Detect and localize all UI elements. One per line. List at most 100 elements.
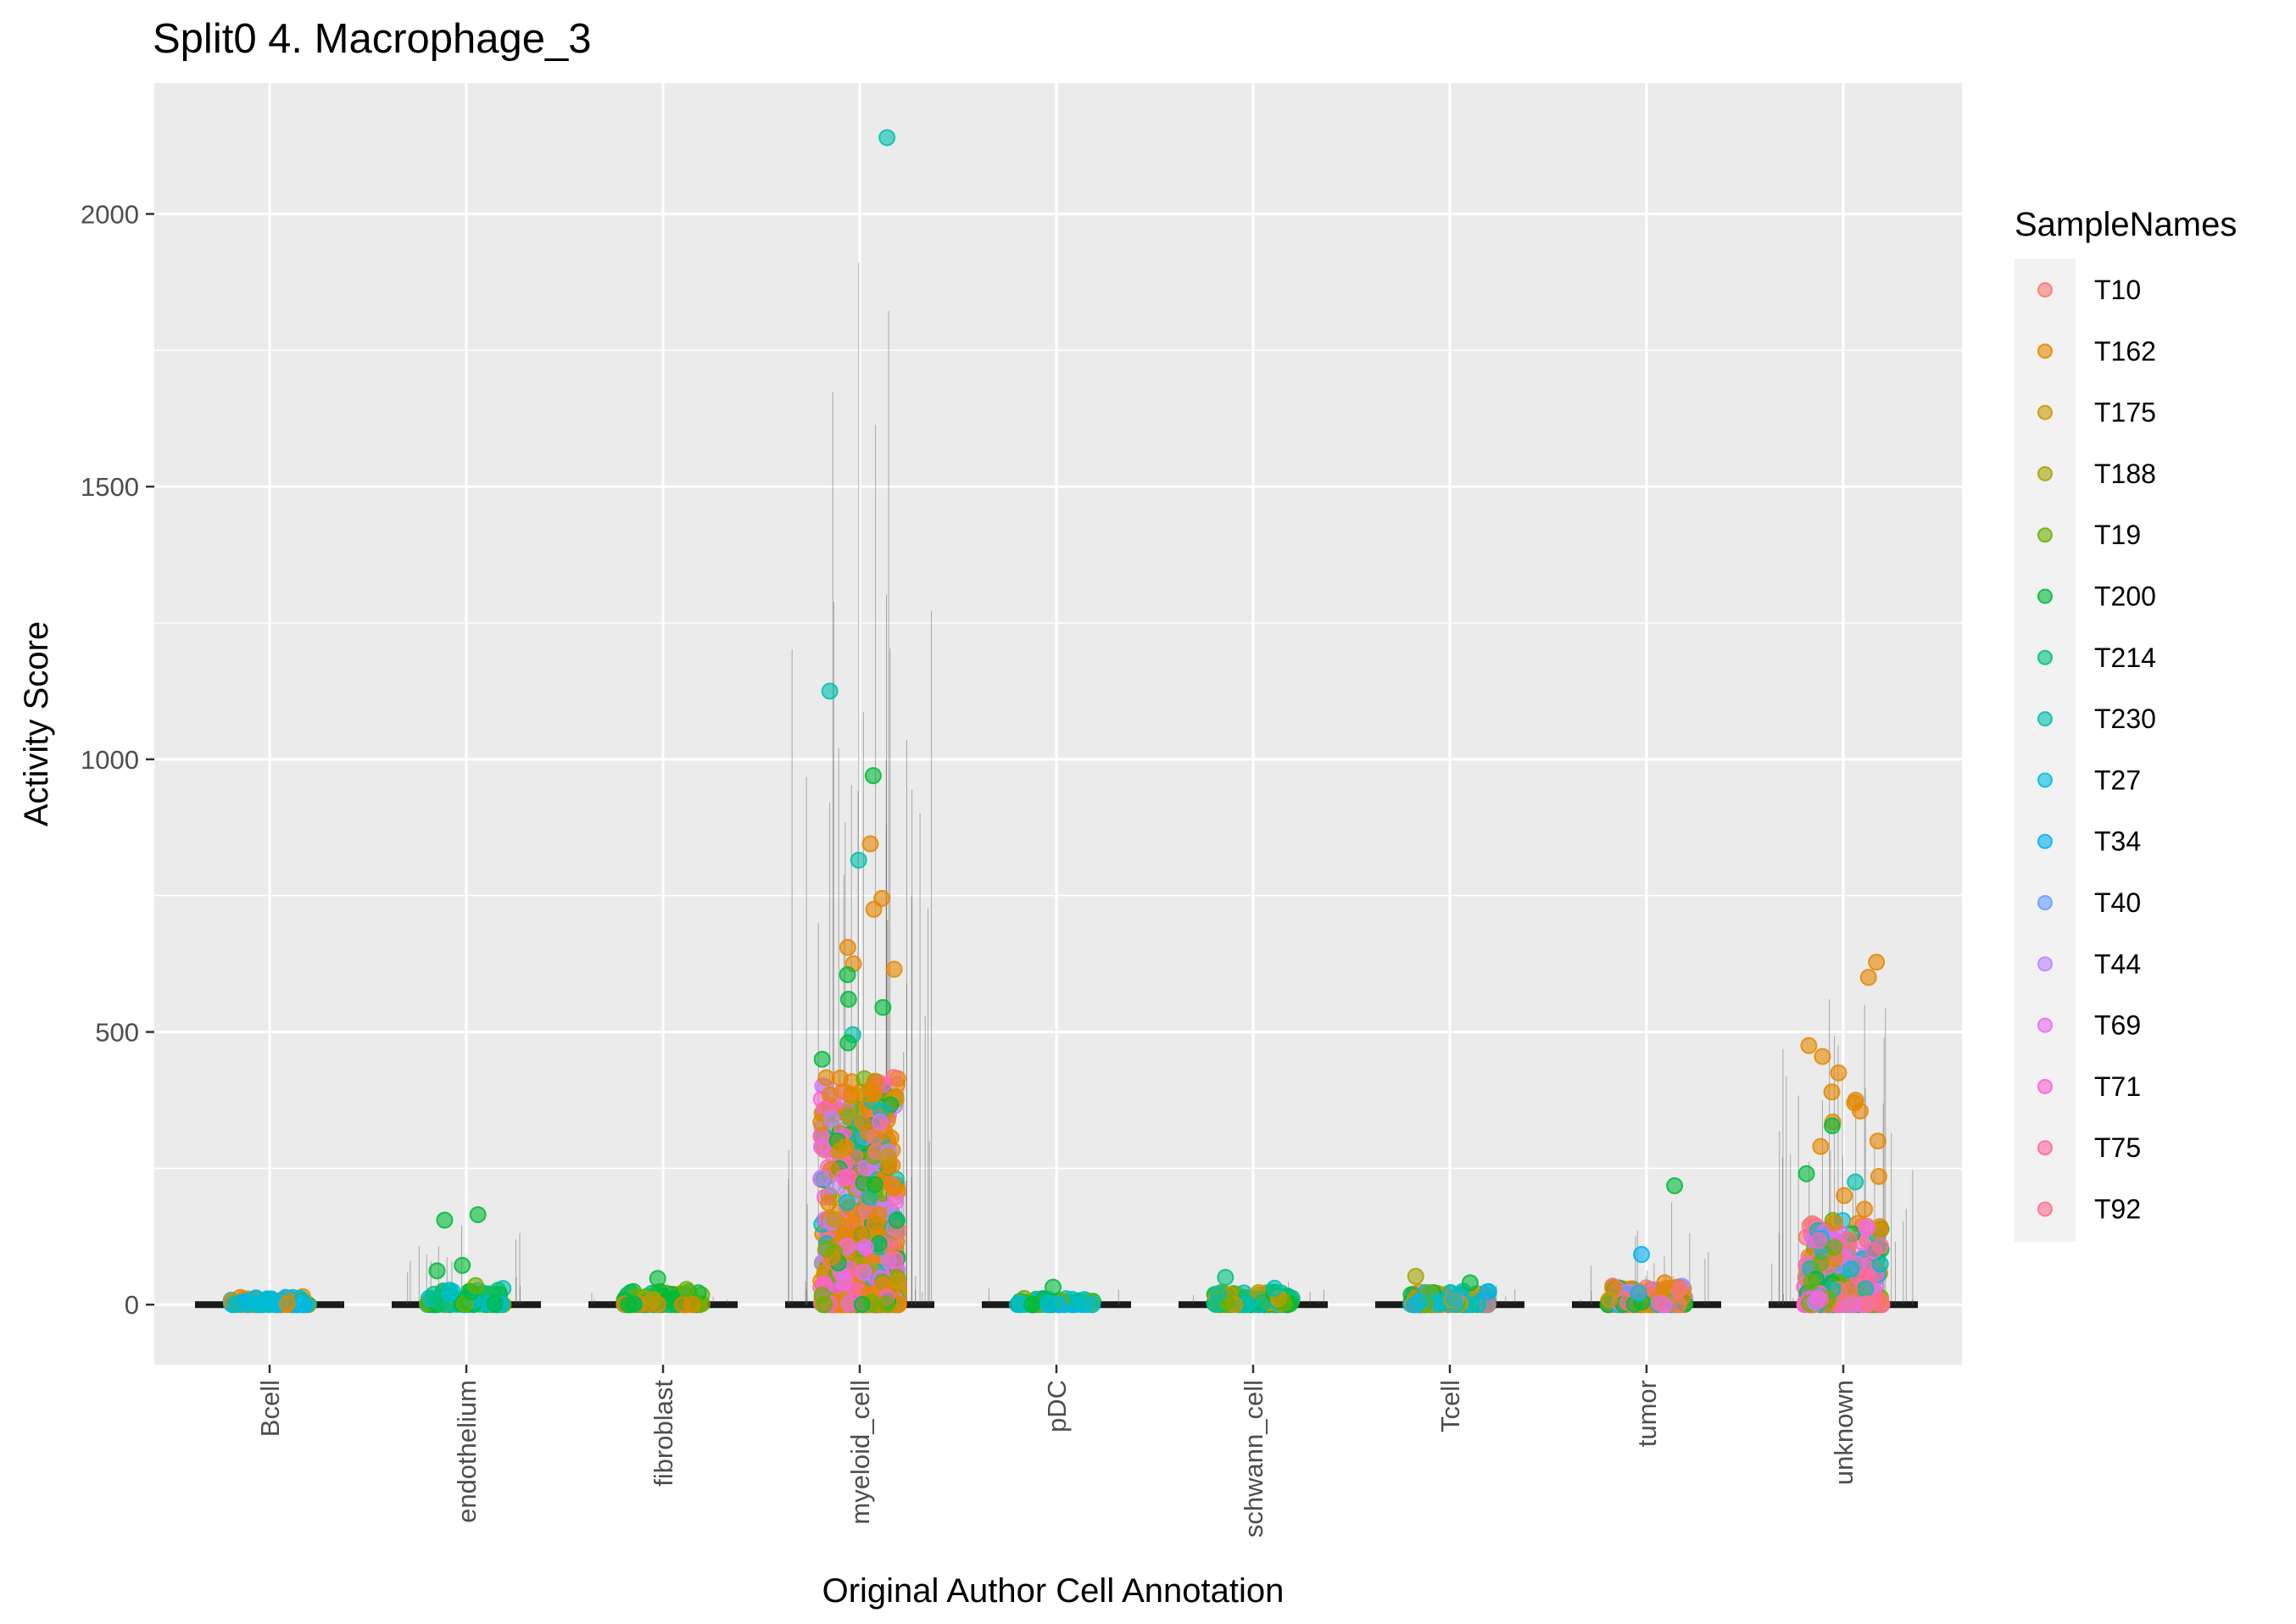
data-point	[821, 1086, 839, 1104]
data-point	[1468, 1296, 1486, 1314]
data-point	[1851, 1102, 1869, 1120]
legend-key	[2037, 772, 2053, 788]
data-point	[1871, 1237, 1889, 1254]
data-point	[879, 1148, 897, 1165]
data-point	[1868, 954, 1886, 971]
data-point	[813, 1050, 831, 1068]
data-point	[839, 938, 856, 956]
data-point	[1870, 1168, 1887, 1186]
data-point	[866, 1215, 883, 1232]
legend-label: T27	[2094, 765, 2141, 795]
data-point	[820, 1194, 838, 1212]
legend-key	[2037, 1201, 2053, 1217]
legend: SampleNames T10 T162 T175 T188 T19 T200 T214 T2…	[2015, 206, 2237, 1242]
y-tick-label: 1500	[81, 472, 139, 502]
data-point	[1857, 1280, 1875, 1298]
legend-label: T214	[2094, 642, 2156, 673]
data-point	[1446, 1289, 1463, 1307]
data-point	[644, 1291, 662, 1309]
data-point	[1826, 1214, 1844, 1232]
data-point	[1666, 1176, 1684, 1194]
x-tick-label: Bcell	[255, 1380, 285, 1437]
legend-label: T230	[2094, 704, 2156, 734]
data-point	[850, 1226, 868, 1243]
data-point	[1045, 1278, 1062, 1296]
legend-key	[2037, 895, 2053, 910]
y-tick-label: 0	[125, 1290, 139, 1320]
data-point	[812, 1138, 830, 1156]
data-point	[839, 1105, 856, 1123]
data-point	[1070, 1292, 1088, 1310]
data-point	[625, 1295, 643, 1313]
data-point	[436, 1211, 454, 1229]
data-point	[248, 1296, 266, 1314]
y-tick-label: 500	[95, 1018, 139, 1048]
data-point	[839, 965, 856, 983]
legend-key	[2037, 465, 2053, 481]
data-point	[874, 998, 892, 1016]
x-axis-label: Original Author Cell Annotation	[822, 1572, 1285, 1610]
data-point	[864, 767, 882, 785]
data-point	[885, 960, 903, 978]
legend-label: T75	[2094, 1132, 2141, 1163]
data-point	[1823, 1117, 1841, 1135]
data-point	[831, 1142, 849, 1160]
data-point	[1266, 1279, 1284, 1297]
legend-key	[2037, 1078, 2053, 1094]
legend-key	[2037, 1140, 2053, 1156]
x-tick-label: endothelium	[452, 1380, 482, 1523]
data-point	[821, 682, 839, 700]
data-point	[835, 1273, 853, 1291]
data-point	[1847, 1173, 1864, 1191]
data-point	[861, 835, 879, 853]
legend-key	[2037, 527, 2053, 543]
legend-label: T175	[2094, 398, 2156, 428]
legend-key	[2037, 588, 2053, 604]
data-point	[677, 1281, 695, 1299]
legend-label: T10	[2094, 275, 2141, 305]
data-point	[1859, 1295, 1877, 1313]
legend-label: T19	[2094, 520, 2141, 550]
data-point	[1812, 1137, 1830, 1155]
minor-gridlines	[154, 349, 1962, 1170]
data-point	[649, 1270, 666, 1288]
data-point	[469, 1206, 487, 1224]
data-point	[1601, 1291, 1619, 1309]
data-point	[1209, 1285, 1227, 1303]
plot-panel	[154, 83, 1962, 1365]
data-point	[1042, 1293, 1060, 1310]
legend-key	[2037, 282, 2053, 298]
data-point	[1825, 1238, 1843, 1256]
data-point	[853, 1296, 871, 1314]
x-axis: Bcell endothelium fibroblast myeloid_cell pD…	[255, 1365, 1859, 1538]
data-point	[1650, 1294, 1668, 1312]
data-point	[1633, 1246, 1651, 1264]
data-point	[839, 990, 857, 1008]
legend-label: T92	[2094, 1194, 2141, 1225]
legend-key	[2037, 649, 2053, 665]
data-point	[1869, 1132, 1886, 1150]
data-point	[1803, 1273, 1820, 1291]
x-tick-label: Tcell	[1435, 1380, 1465, 1432]
legend-entries: T10 T162 T175 T188 T19 T200 T214 T230 T27 T34 T40 T…	[2037, 275, 2156, 1225]
legend-label: T200	[2094, 581, 2156, 612]
data-point	[1797, 1165, 1815, 1182]
x-tick-label: pDC	[1042, 1380, 1072, 1432]
data-point	[822, 1110, 840, 1127]
data-point	[855, 1264, 872, 1282]
data-point	[866, 1176, 883, 1193]
data-point	[888, 1211, 906, 1229]
data-point	[441, 1284, 459, 1302]
data-point	[1669, 1281, 1687, 1299]
legend-key	[2037, 833, 2053, 849]
data-point	[865, 1084, 883, 1102]
data-point	[454, 1256, 471, 1274]
data-point	[226, 1296, 244, 1314]
data-point	[1858, 1220, 1875, 1237]
legend-label: T34	[2094, 826, 2141, 857]
y-axis: 0 500 1000 1500 2000	[81, 199, 154, 1320]
data-point	[1842, 1260, 1860, 1278]
data-point	[871, 1113, 889, 1131]
data-point	[1023, 1296, 1041, 1314]
